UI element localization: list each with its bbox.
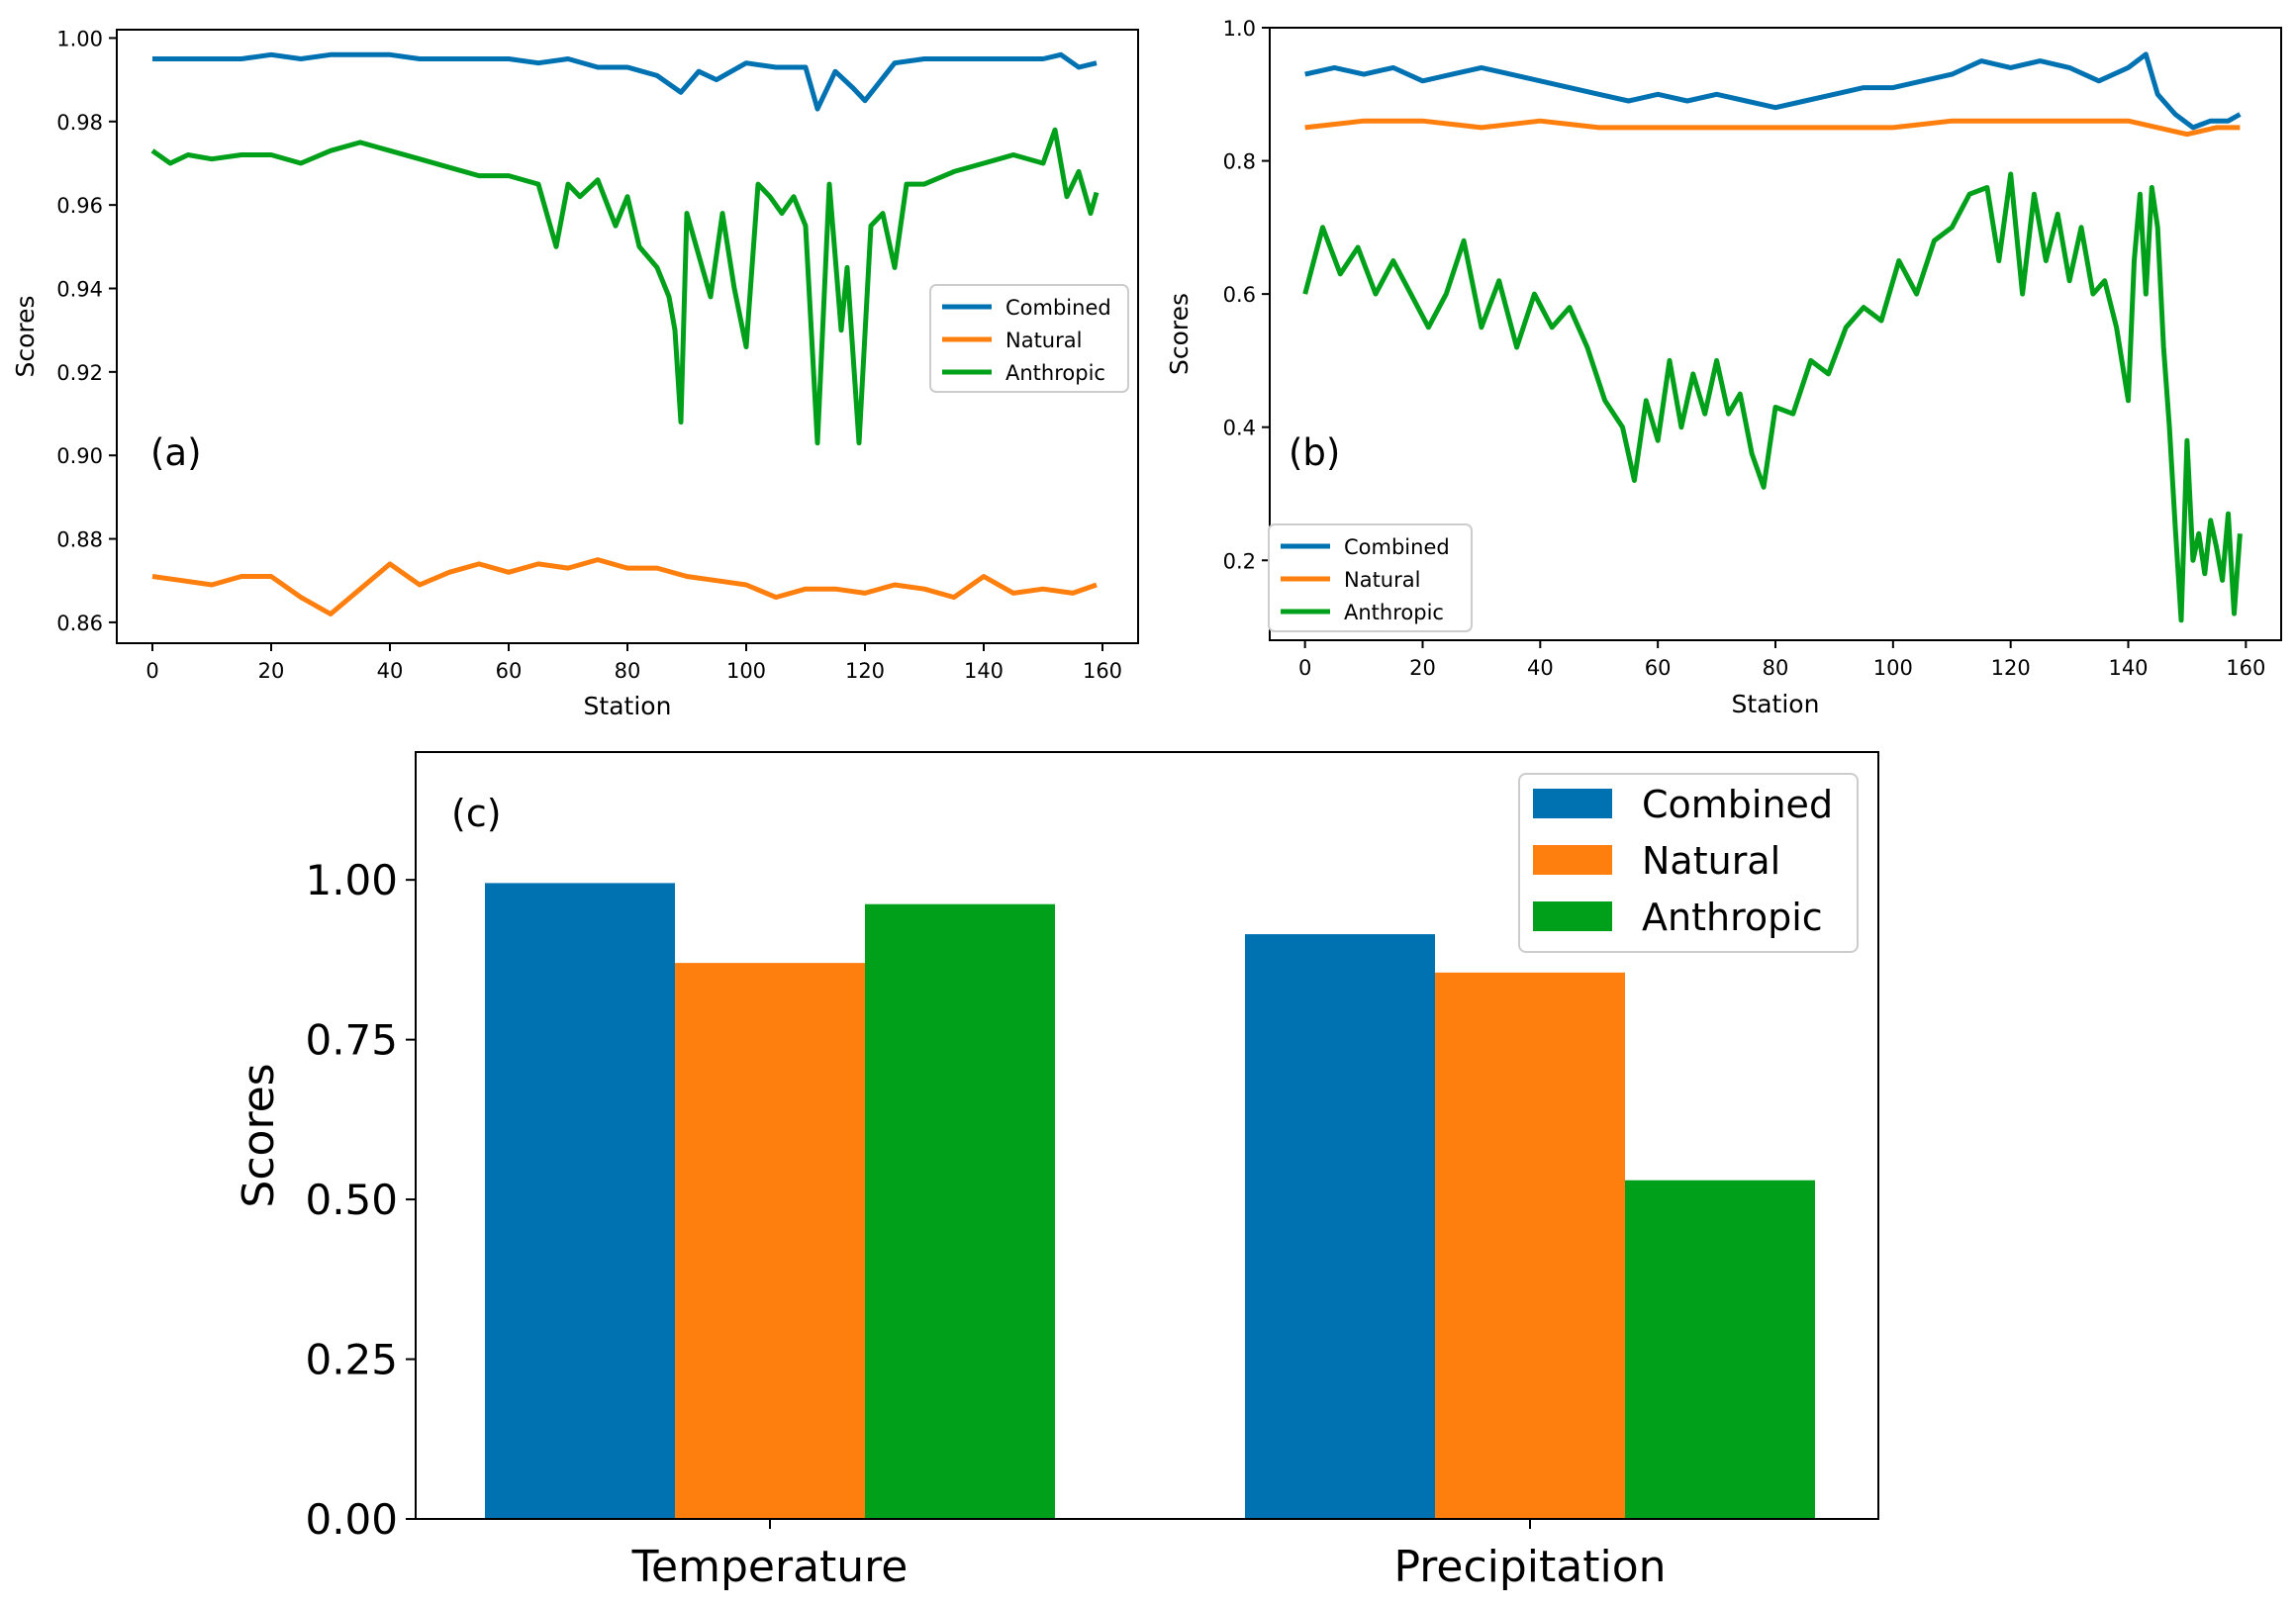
chart-panel-b: 0 20 40 60 80 100 120 140 160 0.2 0.4 0.6 0.8 1.0 Stat… xyxy=(1165,17,2282,718)
x-category-label: Precipitation xyxy=(1393,1542,1666,1592)
y-tick-label: 0.6 xyxy=(1223,283,1256,307)
x-tick-label: 80 xyxy=(1763,656,1789,680)
bar-combined-temperature xyxy=(485,883,675,1519)
legend-label-anthropic: Anthropic xyxy=(1344,601,1444,624)
y-tick-label: 0.96 xyxy=(56,194,103,218)
x-tick-label: 100 xyxy=(1873,656,1913,680)
bar-anthropic-temperature xyxy=(865,903,1055,1519)
x-tick-label: 120 xyxy=(845,659,885,683)
y-tick-label: 0.25 xyxy=(305,1336,398,1384)
legend-label-natural: Natural xyxy=(1005,329,1082,352)
series-line-natural xyxy=(151,557,1098,616)
x-tick-label: 140 xyxy=(964,659,1004,683)
y-tick-label: 0.75 xyxy=(305,1016,398,1065)
x-tick-label: 20 xyxy=(1409,656,1436,680)
series-line-anthropic xyxy=(150,127,1100,446)
y-tick-label: 0.4 xyxy=(1223,417,1256,440)
y-tick-label: 0.2 xyxy=(1223,549,1256,573)
x-tick-label: 100 xyxy=(726,659,766,683)
y-tick-label: 0.90 xyxy=(56,444,103,468)
series-line-anthropic xyxy=(1302,171,2243,623)
chart-panel-a: 0 20 40 60 80 100 120 140 160 0.86 0.88 0.90 0.92 0.9… xyxy=(11,27,1139,720)
bar-natural-precipitation xyxy=(1435,972,1625,1519)
x-tick-label: 60 xyxy=(496,659,523,683)
y-tick-label: 0.50 xyxy=(305,1176,398,1224)
legend-box xyxy=(1268,523,1473,632)
legend: Combined Natural Anthropic xyxy=(1268,523,1473,632)
x-tick-label: 40 xyxy=(1527,656,1554,680)
x-tick-label: 80 xyxy=(615,659,641,683)
y-axis-label: Scores xyxy=(1165,293,1194,375)
y-tick-label: 1.00 xyxy=(305,856,398,904)
legend-label-anthropic: Anthropic xyxy=(1005,361,1105,385)
y-tick-label: 0.00 xyxy=(305,1495,398,1544)
y-axis-label: Scores xyxy=(234,1063,284,1207)
panel-label: (a) xyxy=(150,431,202,474)
x-tick-label: 160 xyxy=(1083,659,1122,683)
legend-label-natural: Natural xyxy=(1344,568,1420,592)
legend-swatch-anthropic xyxy=(1533,901,1612,931)
chart-panel-c: Temperature Precipitation 0.00 0.25 0.50 0.75… xyxy=(234,751,1879,1592)
y-tick-label: 1.00 xyxy=(56,27,103,50)
legend-label-combined: Combined xyxy=(1642,783,1833,826)
legend-label-natural: Natural xyxy=(1642,839,1780,883)
x-tick-label: 20 xyxy=(258,659,285,683)
plot-frame xyxy=(415,751,1879,1520)
bar-natural-temperature xyxy=(675,963,865,1519)
legend-swatch-combined xyxy=(1533,789,1612,818)
legend-label-anthropic: Anthropic xyxy=(1642,896,1823,939)
x-tick-label: 60 xyxy=(1645,656,1672,680)
x-tick-label: 0 xyxy=(1298,656,1311,680)
legend-label-combined: Combined xyxy=(1005,296,1111,320)
legend-label-combined: Combined xyxy=(1344,535,1450,559)
series-line-combined xyxy=(152,51,1098,112)
panel-label: (b) xyxy=(1289,431,1340,474)
x-category-label: Temperature xyxy=(631,1542,909,1592)
y-tick-label: 0.88 xyxy=(56,528,103,552)
legend-box xyxy=(929,284,1129,393)
y-tick-label: 0.94 xyxy=(56,277,103,301)
x-tick-label: 160 xyxy=(2226,656,2265,680)
y-axis-label: Scores xyxy=(11,295,40,377)
x-tick-label: 120 xyxy=(1991,656,2031,680)
legend-swatch-natural xyxy=(1533,845,1612,875)
legend: Combined Natural Anthropic xyxy=(929,284,1129,393)
x-axis-label: Station xyxy=(584,692,672,720)
legend: Combined Natural Anthropic xyxy=(1518,773,1859,953)
x-axis-label: Station xyxy=(1732,690,1820,718)
y-tick-label: 0.98 xyxy=(56,111,103,135)
y-tick-label: 1.0 xyxy=(1223,17,1256,41)
bar-anthropic-precipitation xyxy=(1625,1180,1815,1519)
x-tick-label: 140 xyxy=(2108,656,2148,680)
y-tick-label: 0.8 xyxy=(1223,150,1256,174)
panel-label: (c) xyxy=(451,792,502,835)
bar-combined-precipitation xyxy=(1245,934,1435,1519)
x-tick-label: 0 xyxy=(145,659,158,683)
series-line-natural xyxy=(1304,118,2241,138)
x-tick-label: 40 xyxy=(377,659,404,683)
y-tick-label: 0.92 xyxy=(56,361,103,385)
y-tick-label: 0.86 xyxy=(56,612,103,635)
series-line-combined xyxy=(1304,51,2242,131)
